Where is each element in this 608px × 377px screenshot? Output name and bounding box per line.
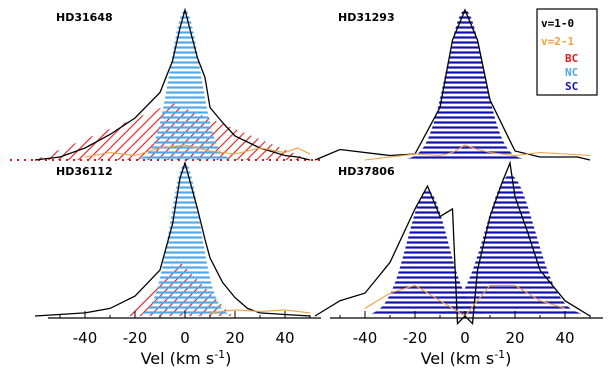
v21-spectrum-line (84, 144, 311, 158)
panel-hd31293 (314, 8, 591, 161)
panels-layer (10, 7, 591, 326)
legend-box (536, 8, 598, 96)
x-axis-title-right: Vel (km s-1) (421, 348, 512, 368)
x-tick-label: 0 (180, 329, 190, 347)
x-tick-label: 20 (225, 329, 244, 347)
legend-entry-v21: v=2-1 (541, 35, 574, 48)
panel-label-hd37806: HD37806 (338, 165, 395, 178)
x-axis-title-exp: -1 (494, 348, 505, 361)
x-axis-title-prefix: Vel (km s (141, 349, 215, 368)
x-tick-label: 0 (460, 329, 470, 347)
x-tick-label: 20 (505, 329, 524, 347)
nc-component-area (137, 163, 232, 316)
x-tick-label: 40 (275, 329, 294, 347)
panel-label-hd31648: HD31648 (56, 11, 113, 24)
v21-spectrum-line (364, 144, 591, 161)
x-tick-label: -20 (123, 329, 148, 347)
v10-spectrum-line (34, 160, 311, 317)
sc-component-area (363, 190, 491, 316)
x-axis-title-suffix: ) (225, 349, 231, 368)
sc-component-area (405, 10, 525, 160)
legend-entry-sc: SC (565, 80, 578, 93)
x-tick-label: -20 (403, 329, 428, 347)
panel-hd31648 (10, 7, 322, 161)
x-axis-title-left: Vel (km s-1) (141, 348, 232, 368)
x-axis-title-suffix: ) (505, 349, 511, 368)
v21-spectrum-line (209, 309, 311, 314)
panel-hd36112 (34, 160, 311, 317)
panel-label-hd36112: HD36112 (56, 165, 113, 178)
legend-entry-bc: BC (565, 52, 578, 65)
x-axis-title-prefix: Vel (km s (421, 349, 495, 368)
nc-component-area (137, 10, 232, 160)
sc-component-area (430, 175, 590, 316)
x-tick-label: -40 (353, 329, 378, 347)
x-axis-title-exp: -1 (214, 348, 225, 361)
legend-entry-v10: v=1-0 (541, 17, 574, 30)
legend: v=1-0 v=2-1 BC NC SC (536, 8, 598, 96)
legend-entry-nc: NC (565, 66, 578, 79)
panel-label-hd31293: HD31293 (338, 11, 395, 24)
ticks-layer: -40 -20 0 20 40 -40 -20 0 20 40 (59, 311, 591, 347)
v10-spectrum-line (314, 160, 591, 326)
v10-spectrum-line (314, 8, 591, 161)
x-tick-label: -40 (73, 329, 98, 347)
x-tick-label: 40 (555, 329, 574, 347)
panel-hd37806 (314, 160, 591, 326)
